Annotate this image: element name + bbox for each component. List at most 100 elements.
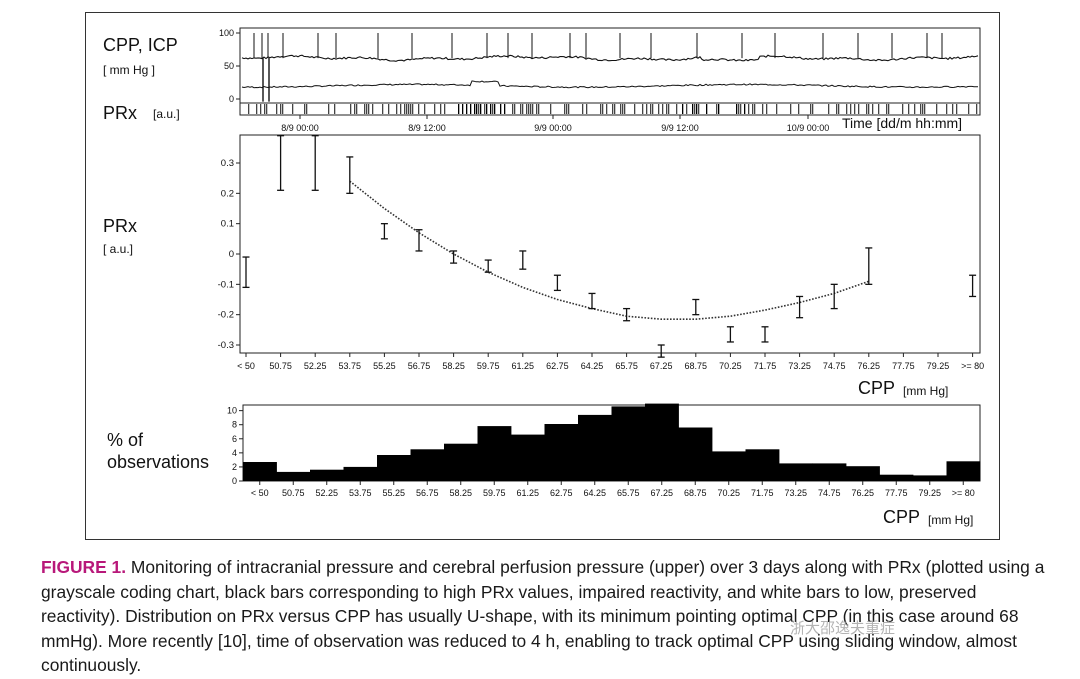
watermark-text: 浙大邵逸夫重症 <box>790 620 896 637</box>
prx-strip-bar <box>676 104 678 114</box>
time-tick-label: 8/9 12:00 <box>408 123 446 133</box>
prx-strip-bar <box>908 104 910 114</box>
prx-strip-bar <box>266 104 268 114</box>
prx-strip-bar <box>692 104 694 114</box>
hist-bar <box>511 434 545 481</box>
hist-bar <box>846 466 880 481</box>
hist-x-tick-label: 76.25 <box>851 488 874 498</box>
caption-label: FIGURE 1. <box>41 557 127 577</box>
prx-strip-bar <box>372 104 374 114</box>
prx-strip-bar <box>922 104 924 114</box>
prx-strip-bar <box>526 104 528 114</box>
prx-strip-bar <box>976 104 978 114</box>
prx-strip-bar <box>924 104 926 114</box>
hist-y-tick-label: 0 <box>232 476 237 486</box>
prx-strip-bar <box>368 104 370 114</box>
prx-x-tick-label: 52.25 <box>304 361 327 371</box>
prx-strip-bar <box>400 104 402 114</box>
prx-strip-bar <box>418 104 420 114</box>
monitor-plot-frame <box>239 27 981 104</box>
prx-strip-bar <box>354 104 356 114</box>
prx-strip-bar <box>396 104 398 114</box>
prx-strip-bar <box>914 104 916 114</box>
figure-frame <box>85 12 1000 540</box>
prx-strip-bar <box>696 104 698 114</box>
prx-strip-bar <box>458 104 460 114</box>
prx-strip-bar <box>522 104 524 114</box>
prx-strip-bar <box>256 104 258 114</box>
prx-strip-bar <box>810 104 812 114</box>
prx-strip-bar <box>532 104 534 114</box>
prx-x-tick-label: 70.25 <box>719 361 742 371</box>
prx-strip-bar <box>652 104 654 114</box>
prx-error-bars <box>242 135 977 358</box>
hist-x-tick-label: 55.25 <box>382 488 405 498</box>
monitor-y-tick-label: 50 <box>224 61 234 71</box>
prx-strip-bar <box>514 104 516 114</box>
prx-y-tick-label: 0 <box>229 249 234 260</box>
hist-bars <box>243 403 981 481</box>
hist-x-tick-label: >= 80 <box>952 488 975 498</box>
prx-strip-bar <box>620 104 622 114</box>
prx-x-tick-label: >= 80 <box>961 361 984 371</box>
hist-x-tick-label: 77.75 <box>885 488 908 498</box>
hist-y-label-line2: observations <box>107 452 210 472</box>
hist-bar <box>946 461 981 481</box>
prx-strip-bar <box>364 104 366 114</box>
prx-x-tick-label: 58.25 <box>442 361 465 371</box>
hist-bar <box>377 455 411 481</box>
hist-bar <box>444 443 478 481</box>
prx-x-tick-label: 64.25 <box>581 361 604 371</box>
prx-plot-frame <box>239 134 981 354</box>
prx-strip-bar <box>484 104 486 114</box>
prx-strip-bar <box>512 104 514 114</box>
prx-strip-bar <box>956 104 958 114</box>
prx-strip-bar <box>504 104 506 114</box>
hist-x-tick-label: 79.25 <box>918 488 941 498</box>
prx-strip-bar <box>682 104 684 114</box>
prx-strip-bar <box>668 104 670 114</box>
prx-y-unit: [ a.u.] <box>103 242 134 256</box>
prx-x-unit: [mm Hg] <box>903 384 949 398</box>
prx-strip-bar <box>600 104 602 114</box>
hist-x-tick-label: 56.75 <box>416 488 439 498</box>
hist-x-tick-label: 64.25 <box>583 488 606 498</box>
prx-x-tick-label: 62.75 <box>546 361 569 371</box>
prx-strip-bar <box>718 104 720 114</box>
prx-strip-bar <box>500 104 502 114</box>
hist-bar <box>678 427 713 481</box>
caption-text: Monitoring of intracranial pressure and … <box>41 557 1045 675</box>
hist-x-tick-label: 74.75 <box>818 488 841 498</box>
prx-y-tick-label: 0.3 <box>221 158 234 169</box>
hist-y-tick-label: 10 <box>227 406 237 416</box>
prx-strip-bar <box>410 104 412 114</box>
hist-bar <box>712 451 746 481</box>
prx-strip-bar <box>846 104 848 114</box>
prx-strip-bar <box>872 104 874 114</box>
prx-strip-bar <box>478 104 480 114</box>
cpp-icp-unit: [ mm Hg ] <box>103 63 156 77</box>
prx-strip-bar <box>812 104 814 114</box>
prx-x-tick-label: 67.25 <box>650 361 673 371</box>
hist-x-tick-label: 53.75 <box>349 488 372 498</box>
time-tick-label: 8/9 00:00 <box>281 123 319 133</box>
prx-x-tick-label: 73.25 <box>788 361 811 371</box>
prx-strip-bar <box>888 104 890 114</box>
prx-strip-bar <box>740 104 742 114</box>
prx-strip-bar <box>356 104 358 114</box>
prx-strip-bar <box>304 104 306 114</box>
prx-x-tick-label: 50.75 <box>269 361 292 371</box>
monitor-y-tick-label: 100 <box>219 28 234 38</box>
prx-x-tick-label: < 50 <box>237 361 255 371</box>
hist-bar <box>879 474 914 481</box>
prx-fit-curve <box>349 180 870 320</box>
hist-x-tick-label: 70.25 <box>717 488 740 498</box>
cpp-trace-line <box>241 54 979 62</box>
prx-strip-bar <box>622 104 624 114</box>
hist-y-tick-label: 6 <box>232 434 237 444</box>
prx-strip-bar <box>444 104 446 114</box>
prx-strip-bar <box>606 104 608 114</box>
prx-strip-bar <box>538 104 540 114</box>
prx-y-label: PRx <box>103 216 138 236</box>
hist-bar <box>645 403 679 481</box>
